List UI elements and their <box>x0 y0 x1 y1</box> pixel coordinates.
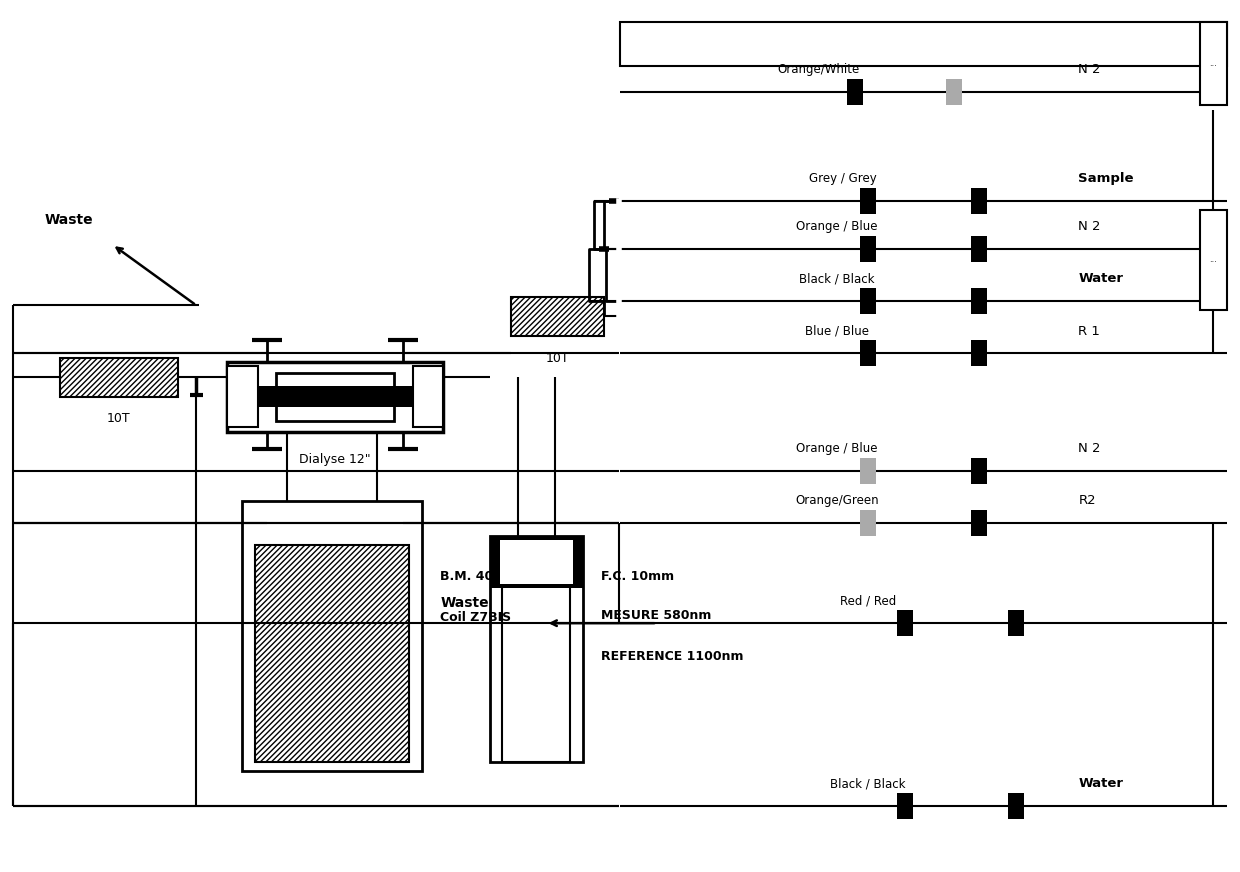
Text: N 2: N 2 <box>1079 442 1101 455</box>
Bar <box>1008 610 1024 637</box>
Bar <box>61 358 177 397</box>
Bar <box>227 366 258 427</box>
Text: R2: R2 <box>1079 494 1096 508</box>
Text: N 2: N 2 <box>1079 220 1101 233</box>
Bar <box>859 288 875 314</box>
Bar <box>233 386 438 407</box>
Text: Orange/White: Orange/White <box>777 64 859 77</box>
Bar <box>847 79 863 106</box>
Bar <box>971 510 987 536</box>
Bar <box>1199 23 1226 106</box>
Text: Orange / Blue: Orange / Blue <box>796 220 878 233</box>
Bar <box>971 340 987 366</box>
Bar <box>859 340 875 366</box>
Bar <box>971 235 987 262</box>
Bar <box>971 187 987 214</box>
Text: Black / Black: Black / Black <box>799 272 874 285</box>
Text: Water: Water <box>1079 272 1123 285</box>
Bar <box>277 373 394 421</box>
Text: Dialyse 12": Dialyse 12" <box>299 453 371 467</box>
Bar <box>897 793 913 819</box>
Bar <box>511 296 604 336</box>
Bar <box>500 541 573 584</box>
Bar <box>897 610 913 637</box>
Text: Water: Water <box>1079 777 1123 790</box>
Text: Sample: Sample <box>1079 173 1133 185</box>
Text: ...: ... <box>1209 59 1218 68</box>
Text: MESURE 580nm: MESURE 580nm <box>601 609 712 622</box>
Text: REFERENCE 1100nm: REFERENCE 1100nm <box>601 650 744 663</box>
Bar <box>620 23 1226 66</box>
Bar <box>490 536 583 762</box>
Text: Grey / Grey: Grey / Grey <box>808 173 877 185</box>
Text: Red / Red: Red / Red <box>839 595 895 608</box>
Bar <box>859 235 875 262</box>
Text: F.C. 10mm: F.C. 10mm <box>601 570 675 583</box>
Text: 10T: 10T <box>546 351 569 364</box>
Text: Orange / Blue: Orange / Blue <box>796 442 878 455</box>
Text: Blue / Blue: Blue / Blue <box>805 324 869 337</box>
Bar <box>1008 793 1024 819</box>
Bar <box>254 545 409 762</box>
Bar <box>859 458 875 484</box>
Text: Black / Black: Black / Black <box>830 777 905 790</box>
Bar <box>490 536 583 589</box>
Bar <box>227 362 444 432</box>
Text: Orange/Green: Orange/Green <box>795 494 879 508</box>
Text: 10T: 10T <box>107 412 130 426</box>
Bar <box>859 510 875 536</box>
Bar <box>502 571 570 762</box>
Text: Coil Z7BIS: Coil Z7BIS <box>440 611 512 623</box>
Bar <box>1199 209 1226 310</box>
Text: Waste: Waste <box>441 596 490 610</box>
Text: R 1: R 1 <box>1079 324 1100 337</box>
Bar <box>971 288 987 314</box>
Bar <box>946 79 962 106</box>
Text: N 2: N 2 <box>1079 64 1101 77</box>
Bar <box>971 458 987 484</box>
Bar <box>859 187 875 214</box>
Text: Waste: Waste <box>45 213 93 227</box>
Text: ...: ... <box>1209 255 1218 264</box>
Bar <box>413 366 444 427</box>
Bar <box>242 501 422 771</box>
Text: B.M. 40°C: B.M. 40°C <box>440 570 510 583</box>
